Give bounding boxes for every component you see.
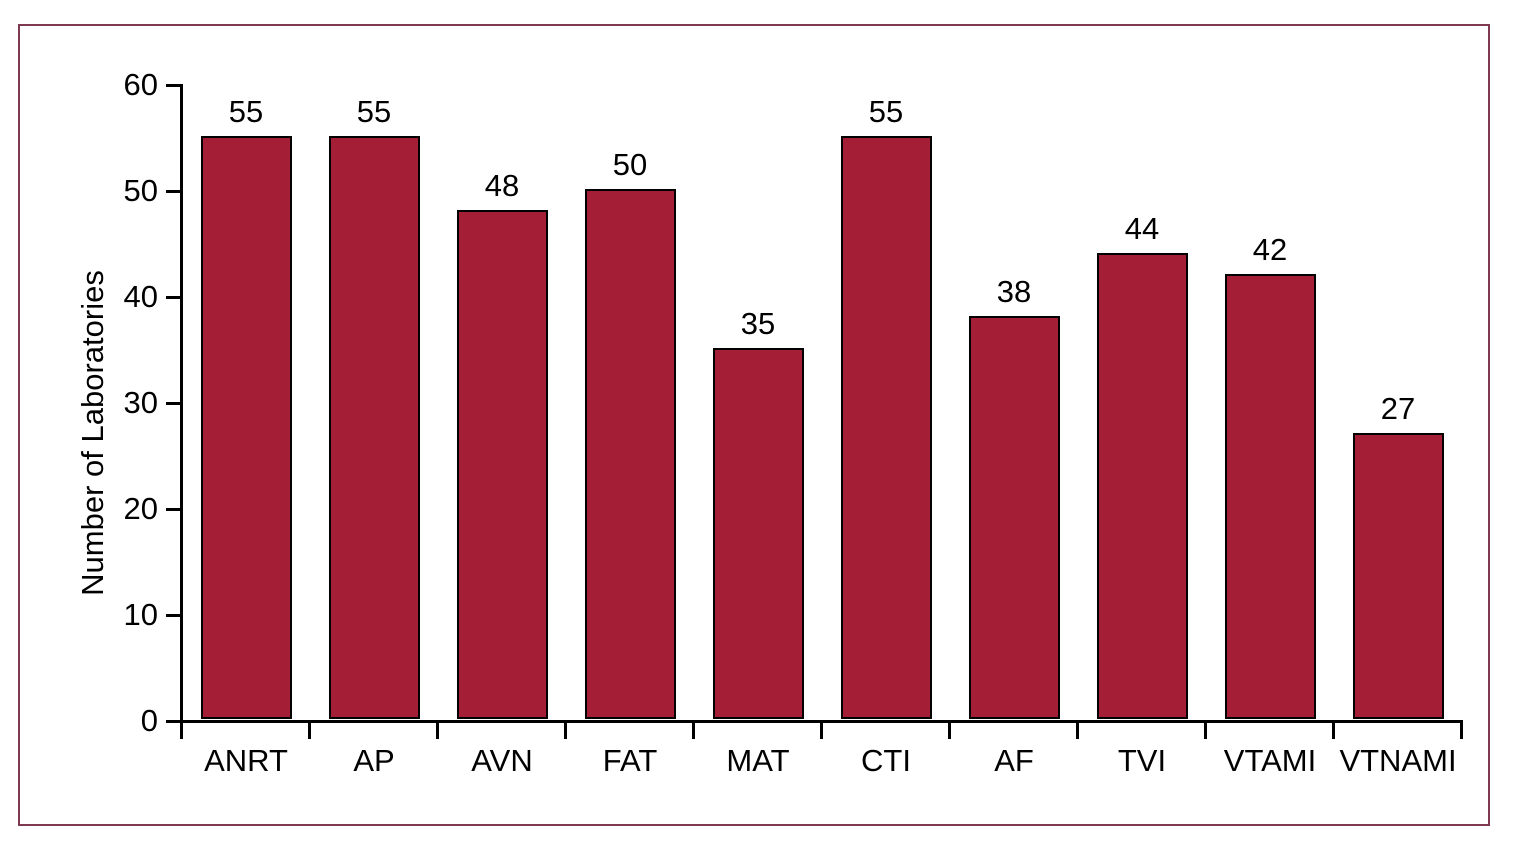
bar-value-label: 27 xyxy=(1380,390,1416,426)
y-axis-tick xyxy=(166,402,181,405)
bar xyxy=(840,136,932,719)
y-axis-tick xyxy=(166,508,181,511)
bar xyxy=(1224,273,1316,719)
x-axis-tick xyxy=(820,723,823,739)
x-axis-tick xyxy=(180,723,183,739)
y-tick-label: 40 xyxy=(123,279,158,314)
bar-value-label: 42 xyxy=(1252,231,1288,267)
bar-value-label: 38 xyxy=(996,274,1032,310)
bar-value-label: 55 xyxy=(868,94,904,129)
x-axis-label: AVN xyxy=(471,743,533,778)
x-axis-tick xyxy=(308,723,311,739)
y-axis-tick xyxy=(166,614,181,617)
x-axis-label: TVI xyxy=(1117,743,1167,778)
y-tick-label: 10 xyxy=(123,597,158,632)
bar-value-label: 35 xyxy=(740,306,776,341)
bar xyxy=(1096,252,1188,719)
y-axis-tick xyxy=(166,190,181,193)
x-axis-line xyxy=(180,720,1463,723)
bar-value-label: 50 xyxy=(612,147,648,182)
chart-frame: Number of Laboratories 0 10 20 30 40 50 60 55 AN… xyxy=(18,24,1490,826)
bar xyxy=(456,210,548,719)
bar-value-label: 48 xyxy=(484,168,520,204)
bar xyxy=(584,189,676,719)
y-axis-line xyxy=(180,84,183,723)
y-tick-label: 60 xyxy=(123,67,158,102)
y-axis-tick xyxy=(166,296,181,299)
x-axis-tick xyxy=(1076,723,1079,739)
x-axis-label: MAT xyxy=(726,743,790,778)
x-axis-label: VTAMI xyxy=(1223,743,1317,778)
y-tick-label: 30 xyxy=(123,385,158,420)
x-axis-label: CTI xyxy=(861,743,911,778)
y-tick-label: 0 xyxy=(140,703,158,738)
x-axis-tick xyxy=(1332,723,1335,739)
x-axis-label: VTNAMI xyxy=(1339,743,1457,778)
bar xyxy=(200,136,292,719)
y-tick-label: 20 xyxy=(123,491,158,526)
x-axis-tick xyxy=(948,723,951,739)
x-axis-label: ANRT xyxy=(204,743,288,778)
bar xyxy=(1352,432,1444,719)
bar-value-label: 44 xyxy=(1124,210,1160,246)
bar xyxy=(328,136,420,719)
bar xyxy=(712,348,804,719)
x-axis-tick xyxy=(436,723,439,739)
x-axis-tick xyxy=(1204,723,1207,739)
y-axis-tick xyxy=(166,720,181,723)
y-axis-tick xyxy=(166,84,181,87)
x-axis-tick xyxy=(564,723,567,739)
x-axis-label: FAT xyxy=(602,743,658,778)
x-axis-tick xyxy=(1460,723,1463,739)
bar xyxy=(968,316,1060,719)
y-tick-label: 50 xyxy=(123,173,158,208)
bar-value-label: 55 xyxy=(228,94,264,129)
bar-value-label: 55 xyxy=(356,94,392,129)
x-axis-label: AF xyxy=(994,743,1034,778)
x-axis-tick xyxy=(692,723,695,739)
x-axis-label: AP xyxy=(353,743,395,778)
